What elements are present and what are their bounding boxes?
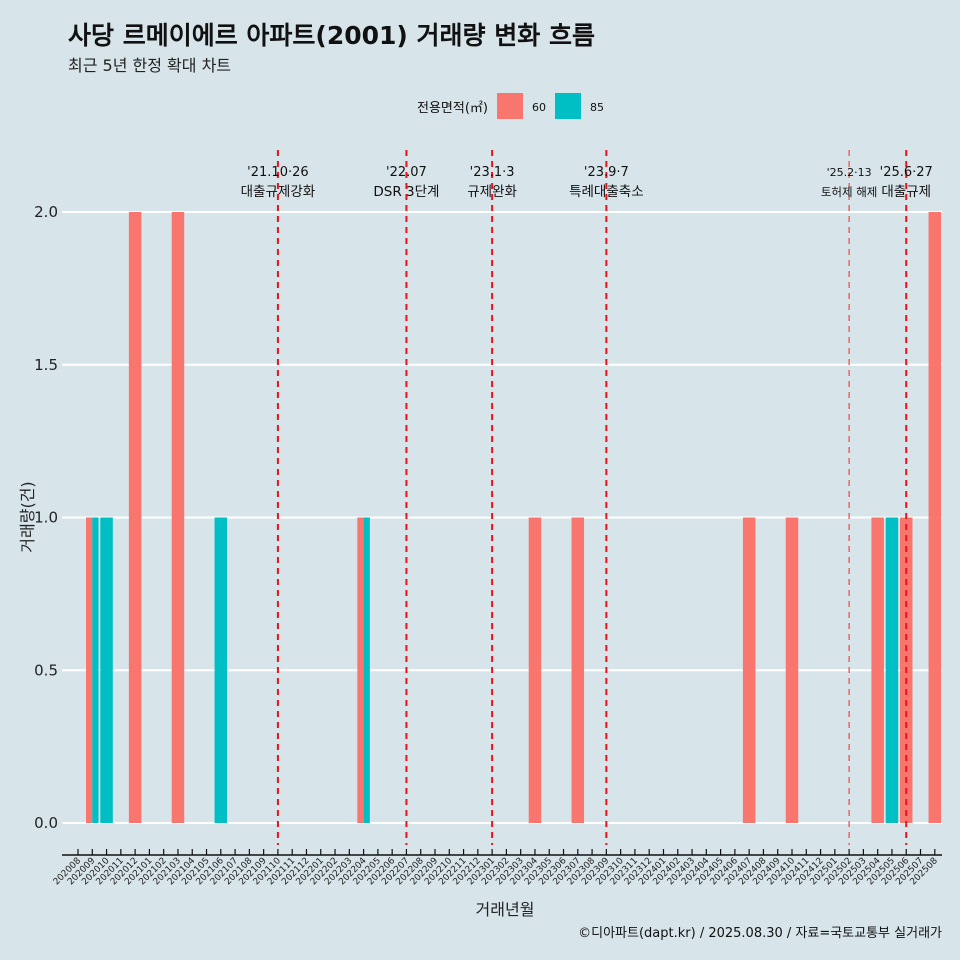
- event-date: '23.9·7: [584, 165, 629, 180]
- event-date: '25.6·27: [880, 165, 933, 180]
- y-tick-label: 2.0: [34, 203, 58, 221]
- y-tick-label: 1.5: [34, 356, 58, 374]
- x-axis-title: 거래년월: [476, 900, 535, 919]
- bar-60-202204: [357, 517, 364, 823]
- event-date: '23.1·3: [470, 165, 515, 180]
- legend-label: 85: [590, 101, 604, 114]
- caption: ©디아파트(dapt.kr) / 2025.08.30 / 자료=국토교통부 실…: [578, 926, 942, 941]
- chart-subtitle: 최근 5년 한정 확대 차트: [68, 56, 232, 75]
- bar-60-202012: [128, 212, 142, 823]
- bar-85-202505: [885, 517, 899, 823]
- y-tick-label: 0.0: [34, 814, 58, 832]
- bar-60-202304: [528, 517, 542, 823]
- event-date: '21.10·26: [247, 165, 308, 180]
- y-tick-label: 0.5: [34, 661, 58, 679]
- event-date: '25.2·13: [827, 166, 872, 179]
- bar-60-202504: [871, 517, 884, 823]
- legend-swatch-60: [497, 93, 523, 119]
- y-tick-label: 1.0: [34, 509, 58, 527]
- bar-60-202009: [86, 517, 93, 823]
- y-axis-title: 거래량(건): [18, 481, 37, 552]
- bar-60-202407: [742, 517, 756, 823]
- event-date: '22.07: [386, 165, 427, 180]
- bar-60-202410: [785, 517, 799, 823]
- event-label: 대출규제강화: [241, 184, 316, 200]
- chart-title: 사당 르메이에르 아파트(2001) 거래량 변화 흐름: [68, 21, 595, 50]
- legend-label: 60: [532, 101, 546, 114]
- bar-85-202009: [92, 517, 99, 823]
- legend-title: 전용면적(㎡): [417, 101, 488, 116]
- event-label: 특례대출축소: [569, 184, 644, 200]
- bar-60-202508: [928, 212, 942, 823]
- event-label: DSR 3단계: [373, 184, 439, 200]
- event-label: 대출규제: [881, 184, 931, 200]
- event-label: 규제완화: [467, 184, 517, 200]
- legend-swatch-85: [555, 93, 581, 119]
- bar-60-202307: [571, 517, 585, 823]
- bar-85-202010: [100, 517, 113, 823]
- bar-85-202204: [363, 517, 370, 823]
- bar-60-202103: [171, 212, 185, 823]
- event-label: 토허제 해제: [821, 185, 878, 199]
- bar-85-202106: [214, 517, 228, 823]
